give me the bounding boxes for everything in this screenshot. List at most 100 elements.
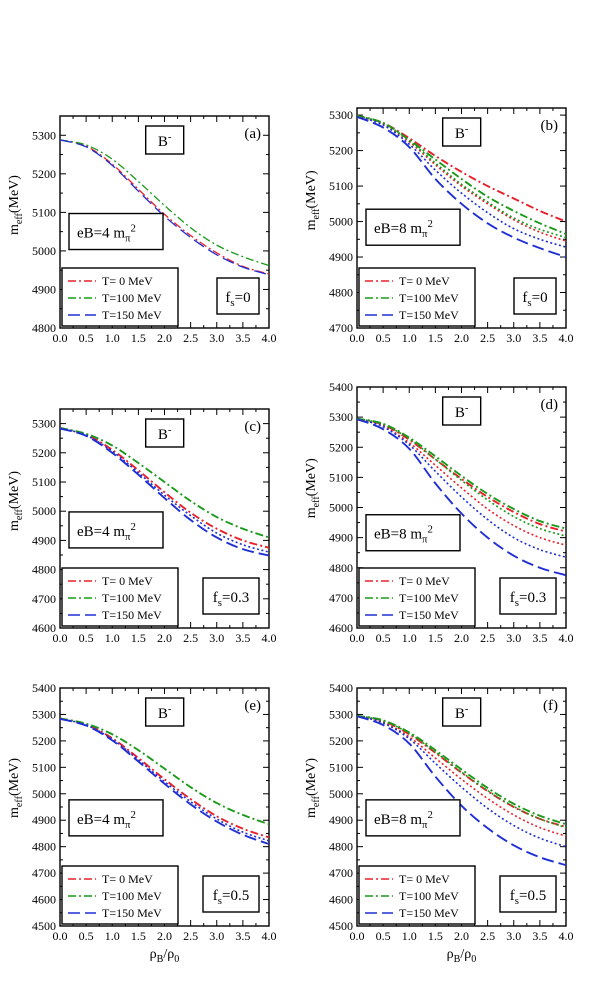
fs-label-part-0: f [213, 590, 218, 606]
x-tick-label: 2.5 [183, 929, 198, 943]
particle-label: B- [455, 402, 469, 421]
y-tick-label: 5000 [32, 504, 56, 518]
field-label: eB=4 mπ2 [77, 521, 136, 543]
y-axis-label: meff(MeV) [304, 758, 322, 818]
legend-entry: T= 0 MeV [102, 574, 153, 588]
curves-group [357, 714, 566, 867]
x-axis-label: ρB/ρ0 [150, 947, 180, 965]
x-axis-label-part-4: 0 [471, 954, 476, 965]
x-tick-label: 1.5 [428, 331, 443, 345]
y-axis-label-part-2: (MeV) [304, 170, 319, 208]
y-axis-label-part-2: (MeV) [304, 458, 319, 496]
legend-box [61, 865, 179, 925]
y-axis-label: meff(MeV) [304, 458, 322, 518]
legend-entry: T=150 MeV [399, 308, 459, 322]
field-label-part-1: π [125, 233, 131, 245]
fs-label: fs=0.3 [510, 590, 546, 609]
series-line-t-0-mev [60, 427, 269, 549]
fs-label-part-1: s [515, 597, 519, 609]
x-tick-label: 1.5 [428, 631, 443, 645]
x-tick-label: 0.5 [79, 331, 94, 345]
y-tick-label: 5300 [32, 128, 56, 142]
x-tick-label: 4.0 [559, 331, 574, 345]
particle-label: B- [158, 703, 172, 722]
y-tick-label: 5200 [32, 446, 56, 460]
y-tick-label: 4800 [329, 286, 353, 300]
field-label-part-0: eB=8 m [374, 527, 422, 543]
x-tick-label: 0.0 [53, 631, 68, 645]
fs-box [202, 577, 260, 615]
particle-label: B- [455, 123, 469, 142]
fs-label: fs=0.3 [213, 590, 249, 609]
legend-entry: T=100 MeV [399, 291, 459, 305]
x-axis-label-part-2: / [163, 947, 167, 962]
series-line-unlabeled-5 [357, 115, 566, 248]
y-tick-label: 4500 [32, 919, 56, 933]
x-tick-label: 0.5 [79, 929, 94, 943]
x-tick-label: 1.0 [105, 331, 120, 345]
x-axis-label-part-1: B [454, 954, 461, 965]
y-axis-label-part-1: eff [311, 496, 322, 508]
y-tick-label: 5400 [32, 681, 56, 695]
x-tick-label: 0.0 [53, 929, 68, 943]
y-tick-label: 4700 [329, 866, 353, 880]
x-tick-label: 0.0 [53, 331, 68, 345]
legend-box [61, 267, 179, 327]
particle-box [144, 697, 185, 727]
y-axis-label-part-1: eff [14, 508, 25, 520]
particle-label-part-0: B [455, 405, 465, 421]
y-tick-label: 5200 [329, 440, 353, 454]
x-axis-label-part-1: B [157, 954, 164, 965]
x-tick-label: 3.5 [235, 331, 250, 345]
series-line-t-100-mev [357, 114, 566, 235]
legend-entry: T=150 MeV [399, 906, 459, 920]
y-axis-label-part-2: (MeV) [7, 758, 22, 796]
legend-entry: T=100 MeV [102, 591, 162, 605]
y-tick-label: 5100 [329, 470, 353, 484]
particle-label: B- [455, 703, 469, 722]
x-tick-label: 0.0 [350, 929, 365, 943]
y-tick-label: 5400 [329, 681, 353, 695]
y-axis-label-part-0: m [7, 520, 22, 531]
curves-group [357, 417, 566, 577]
fs-label-part-1: s [527, 297, 531, 309]
y-tick-label: 5000 [32, 787, 56, 801]
panel-label: (b) [541, 118, 559, 134]
x-tick-label: 3.0 [209, 929, 224, 943]
series-line-t-100-mev [60, 139, 269, 267]
legend-box [358, 567, 476, 627]
chart-panel-d: 0.0 0.5 1.0 1.5 2.0 2.5 3.0 3.5 4.0 4600 4700 4800 4… [304, 380, 574, 645]
y-tick-label: 4500 [329, 919, 353, 933]
y-axis-label: meff(MeV) [7, 471, 25, 531]
x-tick-label: 1.5 [131, 331, 146, 345]
x-tick-label: 3.0 [506, 331, 521, 345]
x-tick-label: 4.0 [262, 929, 277, 943]
y-tick-label: 4800 [32, 321, 56, 335]
legend-entry: T=150 MeV [102, 608, 162, 622]
field-box [365, 799, 461, 837]
particle-label-part-0: B [455, 706, 465, 722]
chart-panel-f: 0.0 0.5 1.0 1.5 2.0 2.5 3.0 3.5 4.0 4500 4600 4700 4… [304, 681, 574, 965]
y-axis-label: meff(MeV) [7, 175, 25, 235]
fs-label-part-2: =0.3 [519, 590, 546, 606]
y-tick-label: 5400 [329, 380, 353, 394]
y-axis-label-part-0: m [7, 807, 22, 818]
particle-box [441, 117, 482, 147]
x-tick-label: 3.5 [532, 929, 547, 943]
y-tick-label: 5000 [329, 787, 353, 801]
fs-box [499, 577, 557, 615]
x-tick-label: 4.0 [262, 631, 277, 645]
fs-label-part-2: =0 [532, 290, 548, 306]
legend-entry: T=150 MeV [399, 608, 459, 622]
y-axis-label-part-1: eff [14, 795, 25, 807]
x-axis-label-part-2: / [460, 947, 464, 962]
panel-label: (f) [543, 698, 558, 714]
series-line-unlabeled-5 [357, 418, 566, 558]
series-line-t-150-mev [357, 418, 566, 577]
series-line-t-100-mev [357, 417, 566, 530]
particle-label-part-1: - [465, 703, 469, 715]
fs-box [202, 875, 260, 913]
particle-label: B- [158, 131, 172, 150]
series-line-t-0-mev [357, 417, 566, 533]
fs-label-part-2: =0.5 [222, 888, 249, 904]
